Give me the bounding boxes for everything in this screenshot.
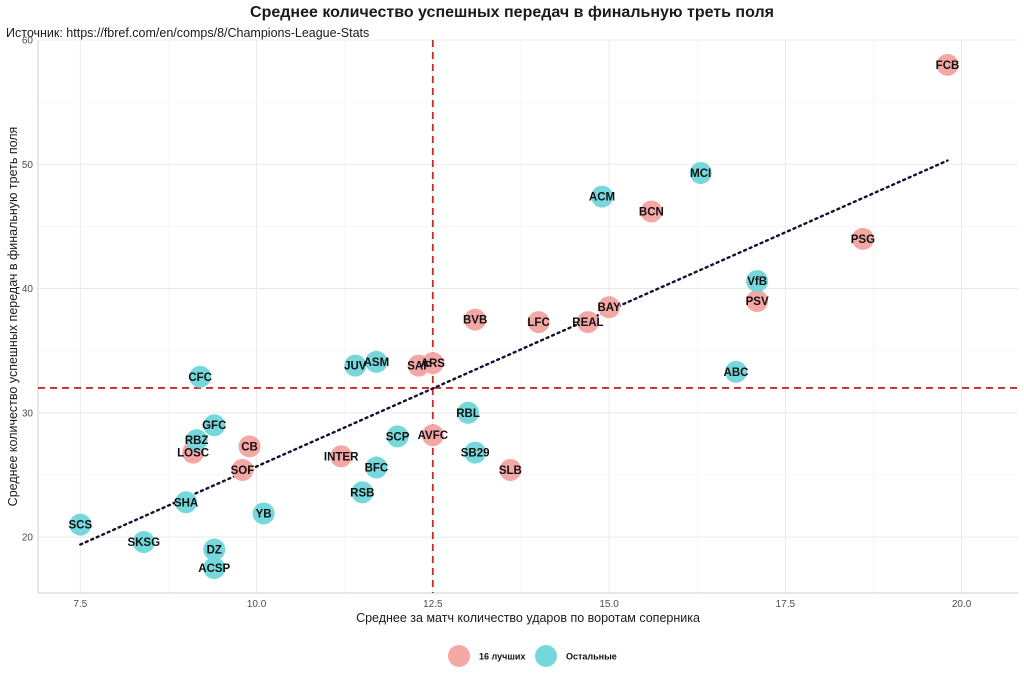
- data-point: [351, 481, 374, 504]
- legend-label: 16 лучших: [479, 652, 525, 662]
- chart-title: Среднее количество успешных передач в фи…: [250, 4, 774, 21]
- reference-lines: [38, 40, 1018, 593]
- y-tick-label: 40: [22, 284, 34, 295]
- data-point: [421, 424, 444, 447]
- point-label: CB: [241, 441, 258, 453]
- point-label: PSG: [851, 234, 875, 246]
- point-label: SLB: [499, 465, 522, 477]
- data-point: [640, 200, 663, 223]
- data-point: [499, 458, 522, 481]
- point-label: SB29: [461, 448, 490, 460]
- data-point: [185, 429, 208, 452]
- data-point: [365, 456, 388, 479]
- data-point: [132, 531, 155, 554]
- point-label: LOSC: [177, 448, 209, 460]
- trend-line-group: [79, 159, 949, 546]
- point-label: ASM: [364, 357, 390, 369]
- data-point: [598, 296, 621, 319]
- point-label: BCN: [639, 206, 664, 218]
- data-point: [69, 513, 92, 536]
- data-point: [936, 53, 959, 76]
- y-axis-title: Среднее количество успешных передач в фи…: [6, 127, 20, 507]
- x-tick-label: 20.0: [952, 599, 972, 610]
- x-axis-title: Среднее за матч количество ударов по вор…: [356, 611, 700, 625]
- data-point: [457, 401, 480, 424]
- point-label: CFC: [188, 372, 212, 384]
- point-label: SCP: [386, 431, 410, 443]
- legend-swatch: [448, 645, 470, 667]
- point-label: ARS: [421, 358, 446, 370]
- point-label: INTER: [324, 451, 359, 463]
- point-label: FCB: [936, 60, 960, 72]
- data-point: [252, 502, 275, 525]
- axes: 7.5 10.0 12.5 15.0 17.5 20.0 20 30 40 50 60: [22, 36, 1018, 610]
- data-point: [203, 538, 226, 561]
- point-label: LFC: [527, 317, 549, 329]
- data-points: [69, 53, 959, 580]
- y-tick-label: 30: [22, 408, 34, 419]
- data-point: [724, 360, 747, 383]
- y-tick-label: 20: [22, 533, 34, 544]
- point-label: YB: [256, 508, 272, 520]
- data-point: [175, 491, 198, 514]
- point-label: PSV: [746, 296, 769, 308]
- point-label: JUV: [344, 361, 367, 373]
- x-tick-label: 10.0: [247, 599, 267, 610]
- data-point: [591, 185, 614, 208]
- point-label: RSB: [350, 487, 374, 499]
- point-label: GFC: [202, 420, 226, 432]
- point-label: BFC: [365, 462, 389, 474]
- data-point: [576, 311, 599, 334]
- y-tick-label: 60: [22, 36, 34, 47]
- point-label: SKSG: [127, 537, 160, 549]
- data-point: [231, 458, 254, 481]
- point-label: ACM: [589, 192, 615, 204]
- point-label: SOF: [231, 465, 255, 477]
- point-label: RBZ: [185, 435, 209, 447]
- data-point: [746, 289, 769, 312]
- point-label: BVB: [463, 315, 487, 327]
- trend-line: [79, 159, 949, 546]
- data-point: [238, 435, 261, 458]
- data-point: [464, 441, 487, 464]
- data-point: [746, 270, 769, 293]
- data-point: [203, 414, 226, 437]
- point-label: SCS: [68, 520, 92, 532]
- point-label: REAL: [572, 317, 603, 329]
- data-point: [203, 557, 226, 580]
- grid-lines: [38, 39, 1018, 593]
- data-point: [365, 350, 388, 373]
- y-tick-label: 50: [22, 160, 34, 171]
- x-tick-label: 12.5: [423, 599, 443, 610]
- data-point: [386, 425, 409, 448]
- point-label: AVFC: [418, 430, 448, 442]
- point-label: VfB: [747, 276, 767, 288]
- x-tick-label: 7.5: [73, 599, 87, 610]
- data-point: [527, 311, 550, 334]
- legend-label: Остальные: [566, 652, 617, 662]
- point-label: SAF: [407, 361, 430, 373]
- point-label: RBL: [456, 408, 480, 420]
- point-label: ACSP: [198, 563, 230, 575]
- legend-swatch: [535, 645, 557, 667]
- data-point: [330, 445, 353, 468]
- data-point: [464, 308, 487, 331]
- x-tick-label: 17.5: [776, 599, 796, 610]
- point-label: ABC: [724, 367, 749, 379]
- x-tick-label: 15.0: [599, 599, 619, 610]
- point-label: BAY: [597, 302, 621, 314]
- data-point: [189, 365, 212, 388]
- data-point: [689, 161, 712, 184]
- data-point: [851, 227, 874, 250]
- data-point: [407, 354, 430, 377]
- point-label: SHA: [174, 497, 198, 509]
- chart-subtitle: Источник: https://fbref.com/en/comps/8/C…: [6, 26, 370, 40]
- legend: 16 лучших Остальные: [448, 645, 617, 667]
- data-point: [344, 354, 367, 377]
- point-label: DZ: [207, 545, 222, 557]
- point-label: MCI: [690, 168, 711, 180]
